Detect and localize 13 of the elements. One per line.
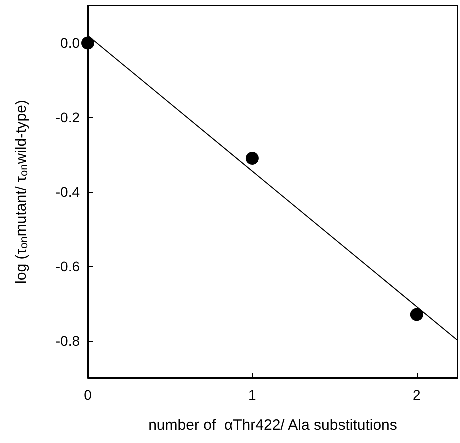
x-tick-label: 2 (412, 387, 421, 403)
x-tick-label: 0 (84, 387, 92, 403)
y-tick-label: -0.6 (56, 258, 80, 274)
y-tick-label: -0.4 (56, 184, 80, 200)
point (82, 36, 94, 50)
y-axis-title: log (τonmutant/ τonwild-type) (13, 100, 30, 284)
y-tick-label: -0.8 (56, 332, 80, 349)
x-axis-title: number of αThr422/ Ala substitutions (148, 417, 398, 434)
y-tick-label: -0.2 (56, 110, 80, 126)
point (410, 308, 424, 322)
y-tick-label: 0.0 (60, 35, 80, 52)
point (246, 152, 259, 166)
x-tick-label: 1 (248, 387, 257, 403)
